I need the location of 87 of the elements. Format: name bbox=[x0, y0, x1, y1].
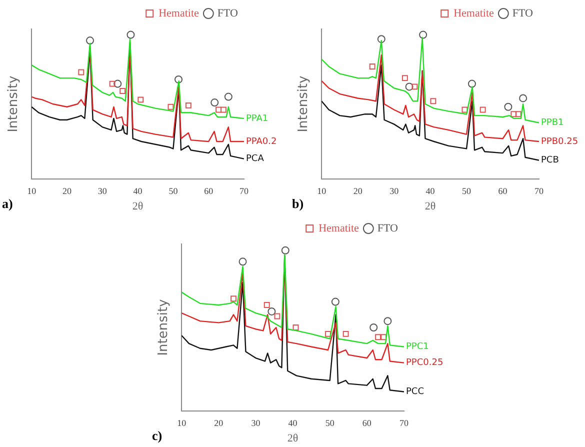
x-tick-label: 30 bbox=[251, 418, 261, 428]
point bbox=[86, 36, 94, 45]
point bbox=[384, 317, 392, 326]
point bbox=[515, 111, 522, 118]
x-tick-label: 40 bbox=[426, 186, 436, 196]
point bbox=[468, 80, 476, 88]
x-axis-title: 2θ bbox=[424, 200, 436, 212]
point bbox=[174, 75, 183, 84]
point bbox=[114, 80, 122, 88]
point bbox=[504, 102, 512, 111]
x-tick-label: 70 bbox=[240, 186, 249, 196]
legend-label: FTO bbox=[512, 7, 534, 20]
x-tick-label: 10 bbox=[317, 186, 327, 196]
point bbox=[238, 258, 247, 266]
point bbox=[120, 88, 126, 94]
series-label: PPA1 bbox=[246, 114, 268, 124]
point bbox=[224, 92, 232, 101]
point bbox=[430, 98, 436, 104]
point bbox=[342, 330, 349, 337]
series-label: PPA0.2 bbox=[246, 136, 277, 147]
point bbox=[519, 94, 528, 102]
text: b) bbox=[292, 196, 304, 211]
point bbox=[510, 111, 517, 118]
y-axis-title: Intensity bbox=[6, 75, 22, 132]
point bbox=[185, 102, 192, 108]
x-tick-label: 60 bbox=[204, 186, 214, 196]
point bbox=[274, 313, 280, 320]
x-axis-title: 2θ bbox=[132, 200, 144, 212]
y-axis-title: Intensity bbox=[156, 298, 172, 356]
legend-label: Hematite bbox=[454, 7, 494, 20]
point bbox=[369, 64, 376, 70]
point bbox=[370, 324, 378, 332]
point bbox=[78, 69, 84, 76]
point bbox=[138, 96, 144, 103]
point bbox=[281, 246, 290, 254]
x-tick-label: 70 bbox=[400, 418, 409, 428]
point bbox=[268, 307, 276, 316]
legend-label: FTO bbox=[377, 222, 398, 234]
point bbox=[462, 106, 468, 113]
series-label: PPC1 bbox=[406, 342, 429, 352]
point bbox=[325, 330, 331, 337]
x-tick-label: 10 bbox=[177, 418, 187, 428]
series-label: PPB1 bbox=[541, 118, 564, 128]
point bbox=[210, 98, 219, 107]
series-label: PCC bbox=[406, 387, 424, 398]
point bbox=[216, 106, 222, 113]
point bbox=[264, 302, 270, 308]
point bbox=[375, 334, 382, 340]
y-axis-title: Intensity bbox=[296, 75, 312, 132]
legend-label: FTO bbox=[217, 7, 238, 20]
point bbox=[412, 84, 418, 90]
x-axis-title: 2θ bbox=[287, 432, 298, 444]
x-tick-label: 50 bbox=[462, 186, 472, 196]
series-label: PCA bbox=[246, 154, 265, 164]
legend-label: Hematite bbox=[158, 7, 200, 20]
legend-label: Hematite bbox=[318, 222, 360, 234]
x-tick-label: 30 bbox=[98, 186, 108, 196]
point bbox=[402, 75, 408, 82]
point bbox=[109, 80, 116, 87]
point bbox=[405, 82, 414, 91]
x-tick-label: 40 bbox=[133, 186, 143, 196]
x-tick-label: 10 bbox=[27, 186, 37, 196]
point bbox=[230, 296, 236, 302]
x-tick-label: 20 bbox=[62, 186, 72, 196]
point bbox=[220, 106, 226, 113]
x-tick-label: 20 bbox=[214, 418, 224, 428]
point bbox=[480, 106, 486, 113]
point bbox=[126, 30, 135, 39]
point bbox=[331, 298, 340, 306]
x-tick-label: 70 bbox=[534, 186, 544, 196]
series-label: PPB0.25 bbox=[541, 136, 578, 147]
x-tick-label: 50 bbox=[325, 418, 335, 428]
x-tick-label: 30 bbox=[390, 186, 400, 196]
x-tick-label: 40 bbox=[288, 418, 298, 428]
text: c) bbox=[152, 428, 162, 443]
point bbox=[380, 334, 387, 340]
point bbox=[168, 104, 174, 110]
series-label: PPC0.25 bbox=[406, 358, 444, 368]
point bbox=[292, 324, 299, 330]
text: a) bbox=[2, 196, 13, 211]
x-tick-label: 60 bbox=[362, 418, 372, 428]
x-tick-label: 60 bbox=[498, 186, 508, 196]
series-label: PCB bbox=[541, 156, 559, 166]
point bbox=[419, 30, 428, 39]
x-tick-label: 20 bbox=[353, 186, 363, 196]
x-tick-label: 50 bbox=[168, 186, 178, 196]
point bbox=[377, 35, 386, 44]
